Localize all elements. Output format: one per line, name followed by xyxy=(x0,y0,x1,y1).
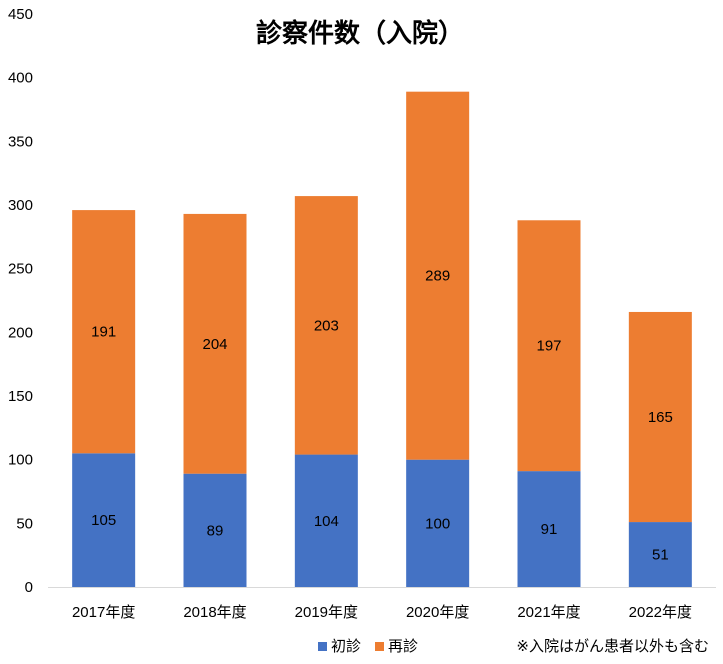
data-label-return-visit: 191 xyxy=(91,324,116,341)
chart-title: 診察件数（入院） xyxy=(256,18,464,49)
chart-footnote: ※入院はがん患者以外も含む xyxy=(516,637,709,655)
data-label-first-visit: 91 xyxy=(541,521,558,538)
y-tick-label: 400 xyxy=(8,70,33,87)
data-label-first-visit: 89 xyxy=(207,522,224,539)
bar-return-visit xyxy=(294,196,358,455)
bar-first-visit xyxy=(72,453,136,587)
data-label-return-visit: 289 xyxy=(425,268,450,285)
bars xyxy=(72,91,692,587)
x-tick-label: 2020年度 xyxy=(406,604,469,621)
x-tick-label: 2018年度 xyxy=(183,604,246,621)
x-axis-tick-labels: 2017年度 2018年度 2019年度 2020年度 2021年度 2022年度 xyxy=(72,604,692,621)
y-tick-label: 50 xyxy=(16,515,33,532)
data-label-first-visit: 105 xyxy=(91,512,116,529)
legend-label-first-visit: 初診 xyxy=(331,637,361,655)
y-tick-label: 300 xyxy=(8,197,33,214)
legend-swatch-return-visit xyxy=(375,642,384,651)
data-label-return-visit: 197 xyxy=(536,338,561,355)
bar-first-visit xyxy=(406,459,470,587)
y-tick-label: 0 xyxy=(25,579,33,596)
y-tick-label: 200 xyxy=(8,324,33,341)
y-tick-label: 450 xyxy=(8,6,33,23)
legend-label-return-visit: 再診 xyxy=(388,637,418,655)
x-tick-label: 2017年度 xyxy=(72,604,135,621)
bar-return-visit xyxy=(183,213,247,474)
bar-first-visit xyxy=(183,473,247,587)
x-tick-label: 2021年度 xyxy=(517,604,580,621)
data-label-first-visit: 51 xyxy=(652,547,669,564)
data-label-first-visit: 100 xyxy=(425,515,450,532)
y-axis-tick-labels: 0 50 100 150 200 250 300 350 400 450 xyxy=(8,6,33,596)
bar-return-visit xyxy=(628,311,692,523)
legend: 初診 再診 xyxy=(318,637,418,655)
bar-first-visit xyxy=(517,471,581,587)
data-labels: 105 191 89 204 104 203 100 289 91 197 51 165 xyxy=(91,268,673,564)
data-label-return-visit: 203 xyxy=(314,317,339,334)
y-tick-label: 100 xyxy=(8,452,33,469)
data-label-return-visit: 165 xyxy=(648,409,673,426)
bar-return-visit xyxy=(517,220,581,472)
data-label-return-visit: 204 xyxy=(202,336,227,353)
legend-swatch-first-visit xyxy=(318,642,327,651)
bar-return-visit xyxy=(406,91,470,460)
y-tick-label: 250 xyxy=(8,261,33,278)
bar-first-visit xyxy=(628,522,692,587)
x-tick-label: 2019年度 xyxy=(295,604,358,621)
x-tick-label: 2022年度 xyxy=(629,604,692,621)
bar-return-visit xyxy=(72,210,136,454)
data-label-first-visit: 104 xyxy=(314,513,339,530)
y-tick-label: 350 xyxy=(8,133,33,150)
y-tick-label: 150 xyxy=(8,388,33,405)
bar-first-visit xyxy=(294,454,358,587)
